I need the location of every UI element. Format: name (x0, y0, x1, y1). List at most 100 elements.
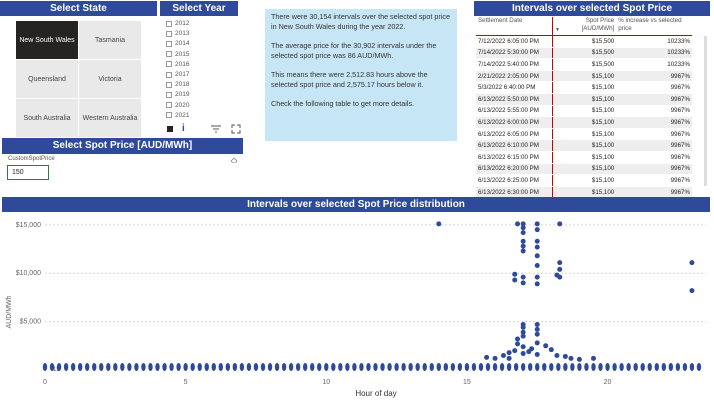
table-row[interactable]: 5/3/2022 6:40:00 PM $15,100 9967% (476, 81, 692, 94)
data-point (183, 363, 188, 371)
x-tick-label: 15 (463, 379, 471, 386)
data-point (506, 363, 512, 371)
col-spot-price[interactable]: Spot Price [AUD/MWh] ▼ (552, 17, 617, 36)
data-point (520, 344, 526, 350)
year-checkbox[interactable] (166, 30, 172, 37)
data-point (190, 363, 195, 371)
year-option[interactable]: 2020 (166, 102, 189, 109)
data-point (162, 363, 167, 371)
cell-percent-increase: 10233% (616, 58, 692, 71)
year-checkbox[interactable] (166, 91, 172, 98)
data-point (534, 352, 540, 358)
year-checkbox[interactable] (166, 51, 172, 58)
cell-percent-increase: 9967% (616, 105, 692, 118)
data-point (436, 363, 441, 371)
data-point (543, 343, 549, 349)
data-point (63, 363, 69, 371)
year-checkbox[interactable] (166, 71, 172, 78)
data-point (534, 244, 540, 250)
state-south-australia[interactable]: South Australia (15, 98, 79, 138)
year-option-label: 2015 (175, 50, 190, 58)
state-victoria[interactable]: Victoria (78, 59, 142, 99)
col-settlement-date[interactable]: Settlement Date (476, 17, 553, 36)
year-option[interactable]: 2017 (166, 71, 189, 78)
table-row[interactable]: 6/13/2022 6:15:00 PM $15,100 9967% (476, 151, 692, 164)
data-point (484, 354, 490, 360)
data-point (520, 243, 526, 249)
price-field-label: CustomSpotPrice (8, 156, 55, 162)
data-point (499, 363, 505, 371)
data-point (295, 363, 301, 371)
data-point (352, 363, 357, 371)
year-option[interactable]: 2021 (166, 112, 189, 119)
data-point (647, 363, 652, 371)
col-percent-increase[interactable]: % increase vs selected price (616, 17, 692, 36)
year-option[interactable]: 2015 (166, 51, 189, 58)
year-option-label: 2016 (175, 60, 190, 68)
year-option[interactable]: 2018 (166, 81, 189, 88)
cell-settlement-date: 6/13/2022 6:00:00 PM (476, 116, 553, 129)
eraser-icon[interactable] (230, 156, 238, 163)
year-option[interactable]: 2019 (166, 91, 189, 98)
data-point (457, 363, 463, 371)
year-checkbox[interactable] (166, 20, 172, 27)
year-checkbox[interactable] (166, 81, 172, 88)
state-queensland[interactable]: Queensland (15, 59, 79, 99)
data-point (77, 363, 83, 371)
state-tasmania[interactable]: Tasmania (78, 20, 142, 60)
table-row[interactable]: 7/14/2022 5:40:00 PM $15,500 10233% (476, 58, 692, 71)
data-point (225, 363, 231, 371)
data-point (556, 363, 561, 371)
table-scrollbar[interactable] (704, 36, 707, 186)
data-point (563, 363, 568, 371)
state-grid: New South Wales Tasmania Queensland Vict… (15, 20, 142, 138)
table-row[interactable]: 7/12/2022 6:05:00 PM $15,500 10233% (476, 35, 692, 48)
data-point (534, 331, 540, 337)
spot-price-input[interactable]: 150 (7, 165, 49, 180)
table-row[interactable]: 7/14/2022 5:30:00 PM $15,500 10233% (476, 47, 692, 60)
data-point (387, 363, 392, 371)
table-row[interactable]: 6/13/2022 6:05:00 PM $15,100 9967% (476, 128, 692, 141)
data-point (528, 363, 533, 371)
cell-percent-increase: 9967% (616, 128, 692, 141)
info-icon[interactable]: i (182, 123, 185, 134)
year-option[interactable]: 2016 (166, 61, 189, 68)
table-row[interactable]: 2/21/2022 2:05:00 PM $15,100 9967% (476, 70, 692, 83)
table-row[interactable]: 6/13/2022 6:25:00 PM $15,100 9967% (476, 174, 692, 187)
table-row[interactable]: 6/13/2022 5:55:00 PM $15,100 9967% (476, 105, 692, 118)
table-row[interactable]: 6/13/2022 6:10:00 PM $15,100 9967% (476, 139, 692, 152)
cell-spot-price: $15,100 (552, 163, 617, 176)
focus-mode-icon[interactable] (231, 124, 241, 134)
data-point (415, 363, 420, 371)
table-row[interactable]: 6/13/2022 5:50:00 PM $15,100 9967% (476, 93, 692, 106)
cell-settlement-date: 7/12/2022 6:05:00 PM (476, 35, 553, 48)
baseline-label: 15 (53, 367, 60, 373)
year-checkbox[interactable] (166, 112, 172, 119)
selected-indicator (167, 126, 173, 132)
data-point (176, 363, 181, 371)
data-point (626, 363, 631, 371)
year-option[interactable]: 2012 (166, 20, 189, 27)
state-new-south-wales[interactable]: New South Wales (15, 20, 79, 60)
data-point (197, 363, 202, 371)
data-point (281, 363, 287, 371)
cell-spot-price: $15,100 (552, 81, 617, 94)
data-point (554, 352, 560, 358)
year-option-label: 2018 (175, 81, 190, 89)
year-checkbox[interactable] (166, 61, 172, 68)
data-point (253, 363, 259, 371)
year-option-label: 2021 (175, 111, 190, 119)
filter-icon[interactable] (211, 125, 221, 133)
table-row[interactable]: 6/13/2022 6:20:00 PM $15,100 9967% (476, 163, 692, 176)
year-checkbox[interactable] (166, 102, 172, 109)
cell-percent-increase: 9967% (616, 174, 692, 187)
data-point (373, 363, 378, 371)
year-option[interactable]: 2014 (166, 40, 189, 47)
year-option[interactable]: 2013 (166, 30, 189, 37)
data-point (534, 262, 540, 268)
table-row[interactable]: 6/13/2022 6:00:00 PM $15,100 9967% (476, 116, 692, 129)
state-western-australia[interactable]: Western Australia (78, 98, 142, 138)
data-point (534, 221, 540, 227)
data-point (464, 363, 470, 371)
year-checkbox[interactable] (166, 40, 172, 47)
